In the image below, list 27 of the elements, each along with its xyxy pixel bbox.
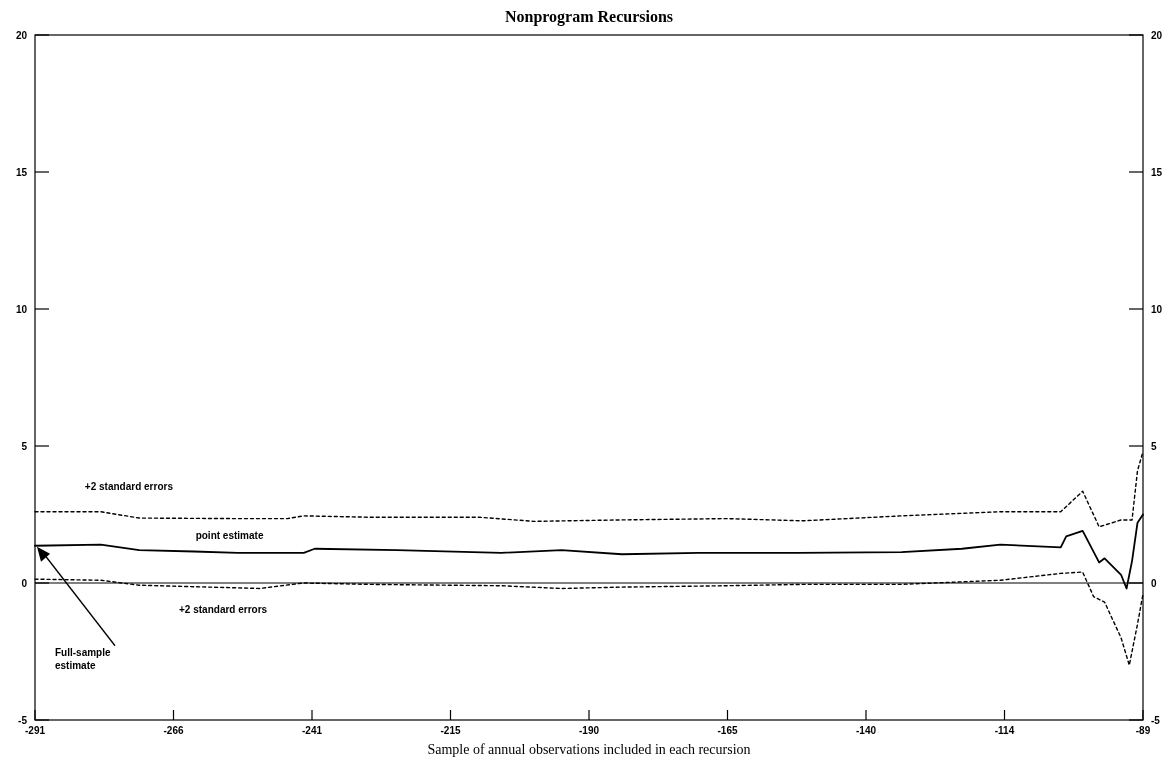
x-tick-label: -190	[578, 725, 600, 736]
y-tick-label: 5	[21, 440, 28, 452]
y-tick-label: 20	[15, 29, 28, 41]
x-tick-label: -241	[301, 725, 323, 736]
x-tick-label: -165	[717, 725, 738, 736]
x-axis-title: Sample of annual observations included in each recursion	[427, 742, 751, 757]
series-label: +2 standard errors	[84, 480, 174, 492]
y2-tick-label: 0	[1151, 577, 1157, 589]
y-tick-label: 10	[15, 303, 28, 315]
y2-tick-label: 10	[1151, 303, 1163, 315]
y2-tick-label: 5	[1151, 440, 1157, 452]
x-tick-label: -266	[163, 725, 184, 736]
series-label: +2 standard errors	[179, 604, 268, 616]
y-tick-label: -5	[18, 714, 28, 726]
y-tick-label: 15	[15, 166, 28, 178]
y2-tick-label: 15	[1151, 166, 1163, 178]
x-tick-label: -114	[994, 725, 1015, 736]
annotation: Full-sample estimate	[55, 646, 111, 671]
y-tick-label: 0	[21, 577, 28, 589]
y2-tick-label: -5	[1151, 714, 1161, 726]
x-tick-label: -291	[24, 725, 46, 736]
chart-title: Nonprogram Recursions	[504, 8, 674, 26]
x-tick-label: -89	[1135, 725, 1151, 736]
x-tick-label: -140	[855, 725, 877, 736]
x-tick-label: -215	[440, 725, 461, 736]
y2-tick-label: 20	[1151, 29, 1163, 41]
series-label: point estimate	[195, 530, 264, 542]
